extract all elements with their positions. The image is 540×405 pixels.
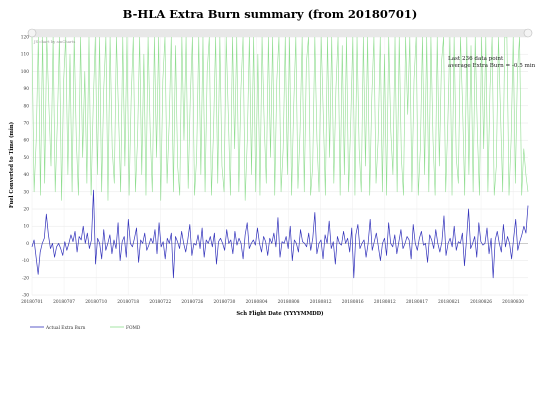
x-tick-label: 20180816: [342, 300, 364, 305]
annotation-count: Last 236 data point: [448, 56, 504, 62]
y-tick-label: -10: [22, 259, 29, 264]
x-tick-label: 20180830: [502, 300, 524, 305]
legend-label-fomd[interactable]: FOMD: [126, 326, 141, 331]
y-tick-label: -30: [22, 294, 29, 299]
annotation-average: average Extra Burn = -0.5 min: [448, 63, 536, 69]
series-lines: [31, 36, 529, 279]
y-tick-label: 90: [24, 87, 30, 92]
chart-credit: JS chart by amCharts: [33, 39, 75, 44]
y-tick-label: 20: [24, 208, 30, 213]
series-line-actual-extra-burn: [31, 189, 529, 279]
y-axis-title: Fuel Converted to Time (min): [8, 122, 15, 208]
x-axis-title: Sch Flight Date (YYYYMMDD): [236, 310, 323, 317]
legend: Actual Extra Burn FOMD: [30, 326, 141, 331]
x-tick-label: 20180710: [85, 300, 107, 305]
y-tick-label: 60: [24, 139, 30, 144]
y-tick-label: 80: [24, 104, 30, 109]
x-tick-label: 20180804: [246, 300, 268, 305]
x-tick-label: 20180730: [214, 300, 236, 305]
y-tick-label: 40: [24, 173, 30, 178]
y-tick-label: -20: [22, 276, 29, 281]
x-tick-label: 20180726: [181, 300, 203, 305]
y-tick-label: 70: [24, 122, 30, 127]
x-tick-label: 20180722: [149, 300, 171, 305]
scrollbar-right-handle[interactable]: [523, 28, 533, 38]
y-tick-label: 0: [26, 242, 29, 247]
scrollbar-left-handle[interactable]: [27, 28, 37, 38]
x-tick-label: 20180707: [53, 300, 75, 305]
series-line-fomd: [31, 36, 529, 201]
x-tick-label: 20180812: [374, 300, 396, 305]
x-tick-label: 20180826: [470, 300, 492, 305]
y-tick-label: 100: [21, 70, 29, 75]
y-axis-ticks: -30 -20 -10 0 10 20 30 40 50 60 70 80 90 100 110 120: [21, 36, 29, 299]
y-tick-label: 120: [21, 36, 29, 41]
scrollbar-track[interactable]: [32, 29, 528, 37]
y-tick-label: 110: [21, 53, 29, 58]
x-tick-label: 20180701: [21, 300, 43, 305]
x-tick-label: 20180718: [117, 300, 139, 305]
x-tick-label: 20180821: [438, 300, 460, 305]
y-tick-label: 50: [24, 156, 30, 161]
x-tick-label: 20180812: [310, 300, 332, 305]
x-tick-label: 20180808: [278, 300, 300, 305]
y-tick-label: 10: [24, 225, 30, 230]
x-tick-label: 20180817: [406, 300, 428, 305]
y-tick-label: 30: [24, 190, 30, 195]
chart-title: B-HLA Extra Burn summary (from 20180701): [122, 7, 418, 21]
x-axis-ticks: 20180701 20180707 20180710 20180718 20180722…: [21, 300, 524, 305]
legend-label-actual-extra-burn[interactable]: Actual Extra Burn: [45, 326, 86, 331]
